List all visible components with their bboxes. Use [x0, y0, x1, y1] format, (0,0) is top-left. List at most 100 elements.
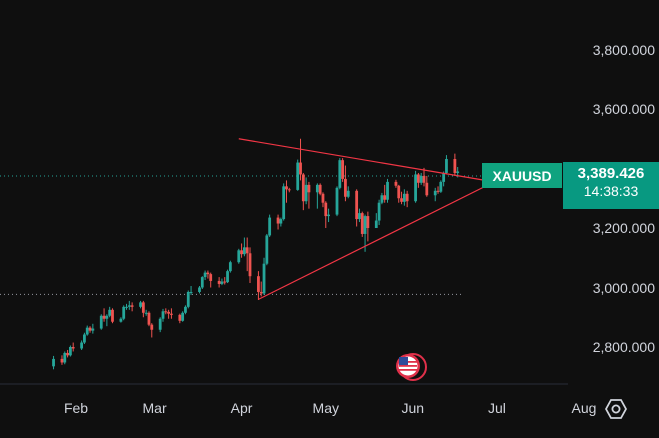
candle: [400, 191, 403, 205]
candle: [83, 332, 86, 345]
candle: [141, 300, 145, 318]
candle: [299, 138, 302, 181]
candle: [355, 189, 359, 227]
candle: [226, 269, 229, 284]
time-axis-label: Aug: [571, 400, 597, 416]
candle: [262, 257, 266, 295]
candle: [360, 211, 364, 237]
candle: [122, 305, 126, 321]
time-axis-label: May: [312, 400, 339, 416]
candle: [63, 351, 67, 365]
candle: [248, 247, 252, 284]
candle: [209, 272, 213, 288]
candle: [439, 180, 443, 193]
candle: [125, 303, 128, 310]
time-axis-label: Mar: [142, 400, 167, 416]
candle: [301, 172, 305, 211]
candle: [422, 167, 426, 187]
triangle-upper-line[interactable]: [238, 138, 495, 183]
candle: [321, 192, 325, 208]
candle: [85, 325, 89, 336]
candle: [304, 177, 308, 205]
candle: [335, 186, 339, 217]
candle: [315, 183, 319, 209]
price-axis-label: 3,000.000: [592, 279, 655, 296]
candle: [68, 345, 72, 357]
candle: [279, 217, 283, 227]
candle: [386, 178, 389, 203]
last-price-value: 3,389.426: [577, 165, 645, 182]
candle: [268, 214, 272, 237]
candle: [223, 277, 227, 285]
candle: [338, 158, 342, 190]
candle: [99, 314, 103, 330]
triangle-lower-line[interactable]: [258, 181, 495, 300]
candle: [139, 300, 142, 309]
candle: [186, 290, 190, 309]
candle: [405, 190, 409, 208]
candle: [60, 355, 64, 365]
candle: [358, 208, 361, 223]
candle: [170, 308, 173, 319]
candle: [181, 311, 185, 322]
candle: [144, 309, 148, 316]
candle: [341, 158, 345, 182]
candle: [105, 314, 109, 327]
candle: [237, 248, 241, 264]
candle: [383, 184, 387, 203]
candle: [147, 311, 151, 327]
candle: [150, 323, 154, 338]
candle: [245, 237, 249, 272]
time-axis-label: Apr: [230, 400, 253, 416]
candle: [206, 270, 210, 279]
candle: [282, 183, 286, 221]
symbol-label: XAUUSD: [492, 167, 552, 184]
candle: [167, 309, 171, 319]
time-axis-label: Feb: [63, 400, 89, 416]
candle: [242, 237, 246, 257]
price-axis-label: 2,800.000: [592, 339, 655, 355]
candle: [198, 286, 201, 294]
candle: [228, 260, 232, 273]
candle: [433, 187, 437, 202]
candle: [285, 180, 288, 203]
candle: [130, 302, 134, 312]
candle: [71, 342, 75, 352]
candle: [257, 271, 260, 300]
candle: [119, 317, 123, 323]
time-axis-label: Jun: [401, 400, 425, 416]
candle: [203, 270, 207, 281]
candle: [102, 308, 106, 322]
candle: [111, 308, 114, 324]
candle: [324, 201, 328, 228]
candle: [414, 170, 417, 203]
candle: [377, 199, 381, 226]
candle: [366, 211, 370, 242]
candle: [327, 208, 330, 223]
candle: [419, 172, 423, 185]
candle: [380, 192, 384, 205]
symbol-badge: XAUUSD: [482, 163, 562, 188]
candle: [164, 308, 168, 315]
candle: [184, 305, 187, 315]
candle: [240, 243, 243, 258]
candle: [402, 189, 406, 206]
candle: [52, 355, 55, 370]
candle: [394, 179, 398, 188]
candle: [344, 165, 347, 202]
price-axis-label: 3,600.000: [592, 101, 655, 117]
candle: [189, 286, 193, 295]
gear-icon[interactable]: [605, 398, 627, 420]
candle: [161, 308, 165, 322]
candle: [265, 233, 269, 266]
bar-countdown: 14:38:33: [583, 183, 639, 199]
candle: [127, 300, 131, 310]
candle: [416, 172, 420, 188]
us-flag-icon[interactable]: [393, 352, 429, 382]
candle: [220, 278, 224, 286]
candle: [436, 186, 440, 194]
candle: [318, 183, 322, 196]
candle: [80, 340, 84, 350]
